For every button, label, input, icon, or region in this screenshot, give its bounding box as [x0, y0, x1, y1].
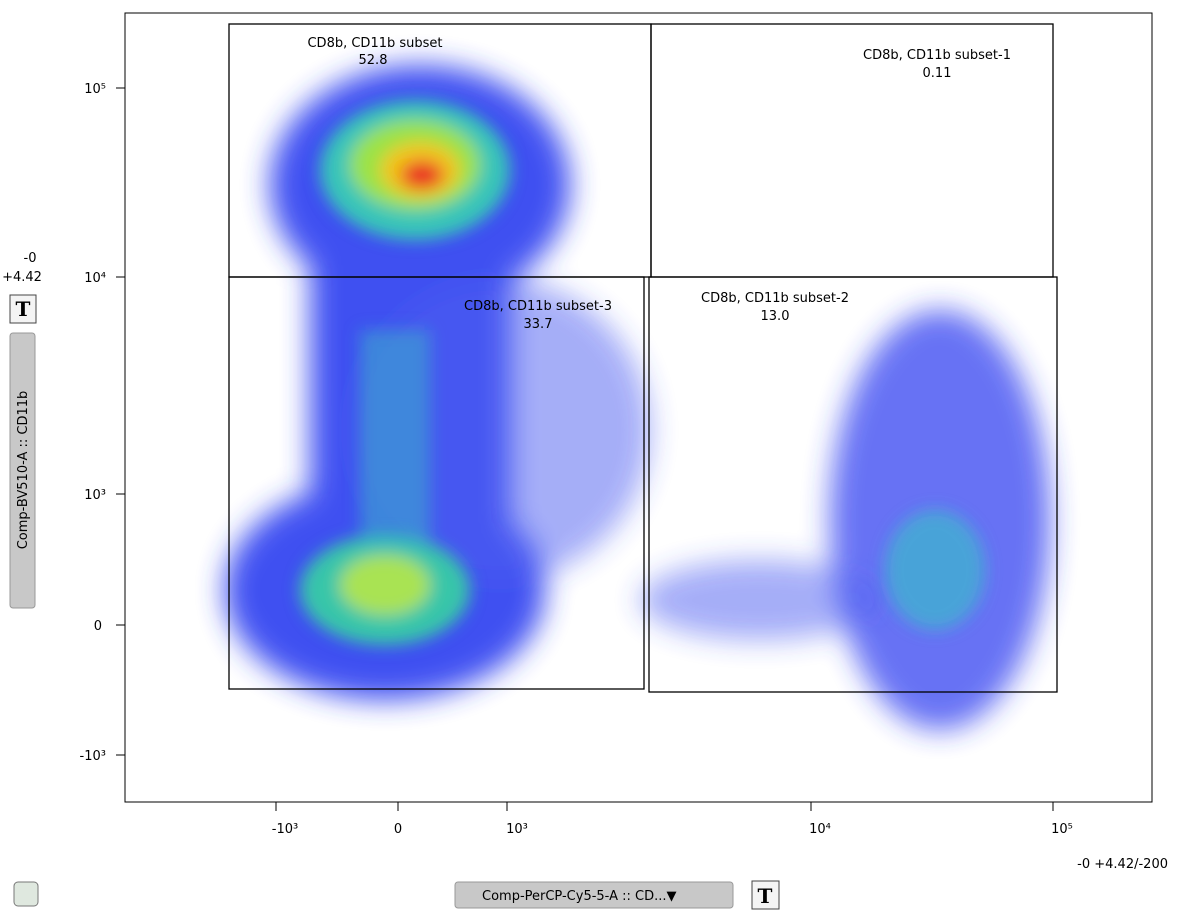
y-axis-dropdown[interactable]	[9, 332, 36, 609]
x-param: -0 +4.42/-200	[1077, 857, 1168, 872]
y-axis-label: Comp-BV510-A :: CD11b	[16, 391, 31, 550]
gate-name: CD8b, CD11b subset-2	[701, 291, 849, 306]
y-tick-label: 0	[94, 619, 102, 634]
x-tick-label: 10⁵	[1051, 822, 1073, 837]
y-tick-label: 10⁴	[84, 271, 106, 286]
x-axis-dropdown[interactable]	[454, 881, 734, 909]
text-button-label: T	[16, 297, 31, 321]
gate[interactable]	[648, 276, 1058, 693]
text-button[interactable]	[9, 294, 37, 324]
y-tick-label: 10³	[84, 488, 106, 503]
x-tick-label: 10⁴	[809, 822, 831, 837]
x-tick-label: 0	[394, 822, 402, 837]
gate-percent: 52.8	[359, 53, 388, 68]
y-tick-label: 10⁵	[84, 82, 106, 97]
gate-name: CD8b, CD11b subset	[307, 36, 442, 51]
gate-name: CD8b, CD11b subset-1	[863, 48, 1011, 63]
text-button[interactable]	[751, 880, 780, 910]
y-param: +4.42	[2, 270, 42, 285]
y-tick-label: -10³	[80, 749, 106, 764]
x-tick-label: 10³	[506, 822, 528, 837]
x-axis-label: Comp-PerCP-Cy5-5-A :: CD...▼	[482, 889, 677, 904]
y-param: -0	[24, 251, 37, 266]
x-tick-label: -10³	[272, 822, 298, 837]
text-button-label: T	[758, 884, 773, 908]
gate-percent: 33.7	[524, 317, 553, 332]
y-ticks	[116, 87, 125, 756]
gate-percent: 13.0	[761, 309, 790, 324]
gate[interactable]	[228, 276, 645, 690]
gate-name: CD8b, CD11b subset-3	[464, 299, 612, 314]
density-cloud	[225, 65, 1050, 730]
app-icon[interactable]	[13, 881, 39, 907]
gate-percent: 0.11	[923, 66, 952, 81]
x-ticks	[275, 802, 1054, 811]
